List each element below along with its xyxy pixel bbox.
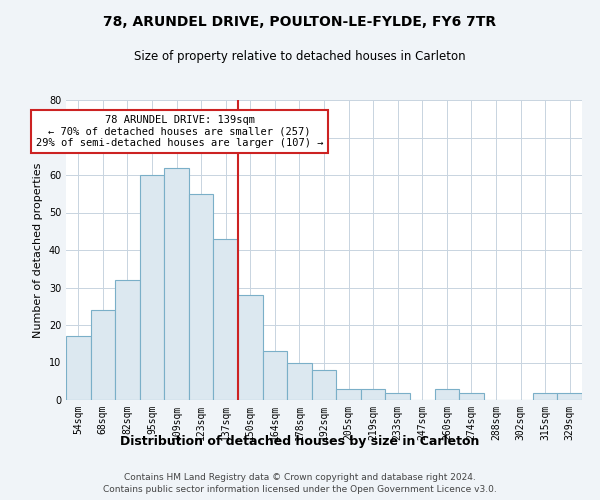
Bar [434, 389, 459, 400]
Bar [189, 194, 214, 400]
Bar [164, 168, 189, 400]
Text: Contains HM Land Registry data © Crown copyright and database right 2024.: Contains HM Land Registry data © Crown c… [124, 472, 476, 482]
Text: 78, ARUNDEL DRIVE, POULTON-LE-FYLDE, FY6 7TR: 78, ARUNDEL DRIVE, POULTON-LE-FYLDE, FY6… [103, 15, 497, 29]
Bar [140, 175, 164, 400]
Bar [66, 336, 91, 400]
Bar [459, 392, 484, 400]
Bar [533, 392, 557, 400]
Bar [91, 310, 115, 400]
Bar [385, 392, 410, 400]
Text: 78 ARUNDEL DRIVE: 139sqm
← 70% of detached houses are smaller (257)
29% of semi-: 78 ARUNDEL DRIVE: 139sqm ← 70% of detach… [36, 115, 323, 148]
Text: Distribution of detached houses by size in Carleton: Distribution of detached houses by size … [121, 435, 479, 448]
Bar [214, 239, 238, 400]
Bar [115, 280, 140, 400]
Bar [557, 392, 582, 400]
Bar [336, 389, 361, 400]
Text: Contains public sector information licensed under the Open Government Licence v3: Contains public sector information licen… [103, 485, 497, 494]
Bar [287, 362, 312, 400]
Text: Size of property relative to detached houses in Carleton: Size of property relative to detached ho… [134, 50, 466, 63]
Bar [238, 295, 263, 400]
Y-axis label: Number of detached properties: Number of detached properties [33, 162, 43, 338]
Bar [263, 351, 287, 400]
Bar [312, 370, 336, 400]
Bar [361, 389, 385, 400]
